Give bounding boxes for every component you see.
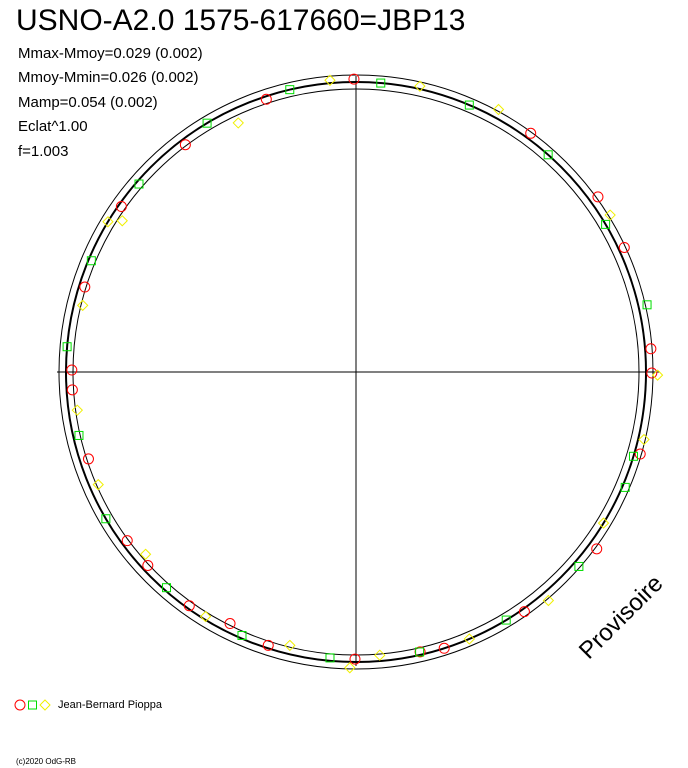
marker-circle	[349, 653, 361, 665]
info-line: Mmax-Mmoy=0.029 (0.002)	[18, 45, 203, 62]
marker-diamond	[102, 216, 114, 228]
marker-diamond	[92, 478, 104, 491]
info-line: Eclat^1.00	[18, 118, 88, 135]
marker-diamond	[71, 404, 84, 416]
marker-diamond	[651, 369, 664, 381]
marker-diamond	[374, 649, 386, 661]
marker-square	[237, 630, 247, 640]
marker-circle	[646, 367, 658, 379]
marker-square	[86, 256, 96, 266]
marker-circle	[634, 448, 646, 460]
marker-circle	[121, 535, 133, 547]
marker-circle	[224, 618, 236, 630]
info-line: Mamp=0.054 (0.002)	[18, 94, 158, 111]
marker-diamond	[39, 699, 51, 711]
marker-square	[601, 219, 611, 229]
marker-square	[62, 342, 72, 352]
marker-circle	[618, 241, 630, 253]
marker-circle	[142, 559, 154, 571]
marker-square	[642, 300, 652, 310]
marker-square	[162, 583, 172, 593]
marker-diamond	[414, 80, 426, 92]
marker-square	[325, 653, 335, 663]
marker-circle	[179, 139, 191, 151]
marker-diamond	[116, 215, 128, 227]
marker-circle	[183, 600, 195, 612]
mean-circle	[65, 81, 647, 663]
legend	[14, 699, 51, 711]
marker-diamond	[604, 209, 616, 221]
marker-square	[101, 514, 111, 524]
marker-diamond	[199, 610, 212, 623]
marker-square	[415, 647, 425, 657]
marker-circle	[66, 384, 78, 396]
marker-circle	[525, 127, 537, 139]
marker-diamond	[463, 633, 476, 645]
marker-diamond	[232, 117, 244, 129]
marker-square	[501, 615, 511, 625]
marker-square	[74, 430, 84, 440]
marker-diamond	[492, 103, 505, 116]
marker-diamond	[284, 639, 296, 652]
marker-diamond	[344, 662, 356, 674]
marker-circle	[79, 281, 91, 293]
marker-square	[202, 118, 212, 128]
marker-circle	[14, 699, 26, 711]
marker-square	[134, 179, 144, 189]
marker-circle	[438, 642, 450, 654]
marker-diamond	[542, 594, 555, 607]
marker-circle	[82, 453, 94, 465]
marker-square	[376, 78, 386, 88]
marker-circle	[518, 606, 530, 618]
marker-square	[628, 451, 638, 461]
marker-circle	[414, 646, 426, 658]
marker-diamond	[139, 548, 152, 560]
reference-circle	[72, 88, 640, 656]
marker-diamond	[638, 433, 650, 446]
marker-circle	[262, 639, 274, 651]
marker-circle	[115, 201, 127, 213]
legend-label: Jean-Bernard Pioppa	[58, 699, 163, 711]
marker-square	[574, 561, 584, 571]
marker-diamond	[76, 299, 89, 312]
marker-diamond	[597, 517, 610, 529]
marker-square	[464, 100, 474, 110]
data-points	[62, 73, 664, 674]
marker-circle	[260, 93, 272, 105]
marker-circle	[591, 543, 603, 555]
marker-circle	[645, 343, 657, 355]
info-line: f=1.003	[18, 143, 68, 160]
chart-title: USNO-A2.0 1575-617660=JBP13	[16, 4, 465, 37]
marker-square	[28, 700, 37, 710]
marker-square	[620, 482, 630, 492]
info-line: Mmoy-Mmin=0.026 (0.002)	[18, 69, 198, 86]
marker-diamond	[324, 74, 336, 86]
marker-circle	[592, 191, 604, 203]
marker-square	[543, 150, 553, 160]
marker-circle	[66, 364, 78, 376]
credit: (c)2020 OdG-RB	[16, 757, 76, 766]
marker-square	[285, 85, 295, 95]
marker-circle	[348, 73, 360, 85]
